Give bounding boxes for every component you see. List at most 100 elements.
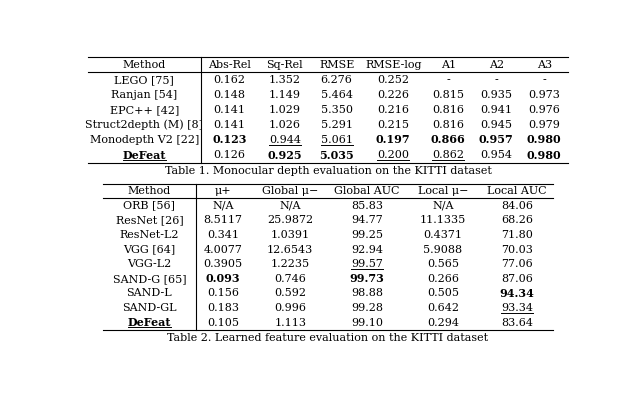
Text: 0.973: 0.973 — [529, 90, 560, 100]
Text: 0.941: 0.941 — [480, 105, 512, 115]
Text: 0.123: 0.123 — [212, 134, 247, 145]
Text: 0.815: 0.815 — [433, 90, 465, 100]
Text: 11.1335: 11.1335 — [420, 215, 466, 225]
Text: A2: A2 — [489, 60, 504, 70]
Text: 0.996: 0.996 — [274, 303, 306, 313]
Text: 0.816: 0.816 — [433, 120, 465, 130]
Text: 0.565: 0.565 — [427, 259, 459, 269]
Text: ORB [56]: ORB [56] — [124, 201, 175, 211]
Text: 0.197: 0.197 — [376, 134, 410, 145]
Text: 0.215: 0.215 — [377, 120, 409, 130]
Text: 98.88: 98.88 — [351, 288, 383, 298]
Text: 1.029: 1.029 — [269, 105, 301, 115]
Text: 0.866: 0.866 — [431, 134, 466, 145]
Text: Global AUC: Global AUC — [335, 186, 400, 196]
Text: 92.94: 92.94 — [351, 245, 383, 254]
Text: 0.945: 0.945 — [480, 120, 512, 130]
Text: 5.464: 5.464 — [321, 90, 353, 100]
Text: 99.73: 99.73 — [350, 273, 385, 284]
Text: A3: A3 — [537, 60, 552, 70]
Text: 0.126: 0.126 — [214, 150, 246, 160]
Text: 70.03: 70.03 — [501, 245, 532, 254]
Text: EPC++ [42]: EPC++ [42] — [109, 105, 179, 115]
Text: DeFeat: DeFeat — [123, 149, 166, 160]
Text: 99.28: 99.28 — [351, 303, 383, 313]
Text: 0.944: 0.944 — [269, 135, 301, 145]
Text: Monodepth V2 [22]: Monodepth V2 [22] — [90, 135, 199, 145]
Text: 5.035: 5.035 — [319, 149, 354, 160]
Text: 0.925: 0.925 — [268, 149, 302, 160]
Text: 0.980: 0.980 — [527, 149, 561, 160]
Text: 93.34: 93.34 — [500, 303, 532, 313]
Text: 0.592: 0.592 — [274, 288, 306, 298]
Text: 0.862: 0.862 — [433, 150, 465, 160]
Text: SAND-G [65]: SAND-G [65] — [113, 274, 186, 284]
Text: 0.141: 0.141 — [214, 105, 246, 115]
Text: 0.266: 0.266 — [427, 274, 459, 284]
Text: 5.350: 5.350 — [321, 105, 353, 115]
Text: ResNet [26]: ResNet [26] — [116, 215, 183, 225]
Text: LEGO [75]: LEGO [75] — [115, 75, 174, 85]
Text: 0.746: 0.746 — [274, 274, 306, 284]
Text: 25.9872: 25.9872 — [267, 215, 313, 225]
Text: 0.156: 0.156 — [207, 288, 239, 298]
Text: N/A: N/A — [280, 201, 301, 211]
Text: -: - — [447, 75, 450, 85]
Text: 0.957: 0.957 — [479, 134, 514, 145]
Text: 8.5117: 8.5117 — [204, 215, 243, 225]
Text: 0.642: 0.642 — [427, 303, 459, 313]
Text: Table 1. Monocular depth evaluation on the KITTI dataset: Table 1. Monocular depth evaluation on t… — [164, 166, 492, 176]
Text: 5.9088: 5.9088 — [423, 245, 463, 254]
Text: 0.141: 0.141 — [214, 120, 246, 130]
Text: 1.026: 1.026 — [269, 120, 301, 130]
Text: 5.061: 5.061 — [321, 135, 353, 145]
Text: RMSE-log: RMSE-log — [365, 60, 422, 70]
Text: 0.3905: 0.3905 — [204, 259, 243, 269]
Text: A1: A1 — [441, 60, 456, 70]
Text: 1.352: 1.352 — [269, 75, 301, 85]
Text: VGG [64]: VGG [64] — [124, 245, 175, 254]
Text: RMSE: RMSE — [319, 60, 355, 70]
Text: 0.505: 0.505 — [427, 288, 459, 298]
Text: 0.976: 0.976 — [529, 105, 560, 115]
Text: 1.149: 1.149 — [269, 90, 301, 100]
Text: 99.25: 99.25 — [351, 230, 383, 240]
Text: 0.816: 0.816 — [433, 105, 465, 115]
Text: 0.183: 0.183 — [207, 303, 239, 313]
Text: 0.200: 0.200 — [377, 150, 409, 160]
Text: 12.6543: 12.6543 — [267, 245, 314, 254]
Text: 1.2235: 1.2235 — [271, 259, 310, 269]
Text: 1.0391: 1.0391 — [271, 230, 310, 240]
Text: 0.252: 0.252 — [377, 75, 409, 85]
Text: 0.105: 0.105 — [207, 318, 239, 328]
Text: 5.291: 5.291 — [321, 120, 353, 130]
Text: 77.06: 77.06 — [501, 259, 532, 269]
Text: Local AUC: Local AUC — [487, 186, 547, 196]
Text: N/A: N/A — [212, 201, 234, 211]
Text: N/A: N/A — [432, 201, 454, 211]
Text: ResNet-L2: ResNet-L2 — [120, 230, 179, 240]
Text: Ranjan [54]: Ranjan [54] — [111, 90, 177, 100]
Text: μ+: μ+ — [215, 186, 232, 196]
Text: Method: Method — [128, 186, 171, 196]
Text: DeFeat: DeFeat — [127, 317, 171, 328]
Text: 99.10: 99.10 — [351, 318, 383, 328]
Text: 0.216: 0.216 — [377, 105, 409, 115]
Text: 94.34: 94.34 — [499, 288, 534, 299]
Text: Struct2depth (M) [8]: Struct2depth (M) [8] — [85, 120, 204, 130]
Text: SAND-L: SAND-L — [127, 288, 172, 298]
Text: -: - — [542, 75, 546, 85]
Text: VGG-L2: VGG-L2 — [127, 259, 172, 269]
Text: Abs-Rel: Abs-Rel — [208, 60, 251, 70]
Text: 83.64: 83.64 — [500, 318, 532, 328]
Text: Table 2. Learned feature evaluation on the KITTI dataset: Table 2. Learned feature evaluation on t… — [168, 333, 488, 343]
Text: 0.162: 0.162 — [214, 75, 246, 85]
Text: 68.26: 68.26 — [500, 215, 532, 225]
Text: 84.06: 84.06 — [500, 201, 532, 211]
Text: 0.093: 0.093 — [206, 273, 241, 284]
Text: 0.4371: 0.4371 — [424, 230, 463, 240]
Text: 85.83: 85.83 — [351, 201, 383, 211]
Text: 4.0077: 4.0077 — [204, 245, 243, 254]
Text: 0.341: 0.341 — [207, 230, 239, 240]
Text: 6.276: 6.276 — [321, 75, 353, 85]
